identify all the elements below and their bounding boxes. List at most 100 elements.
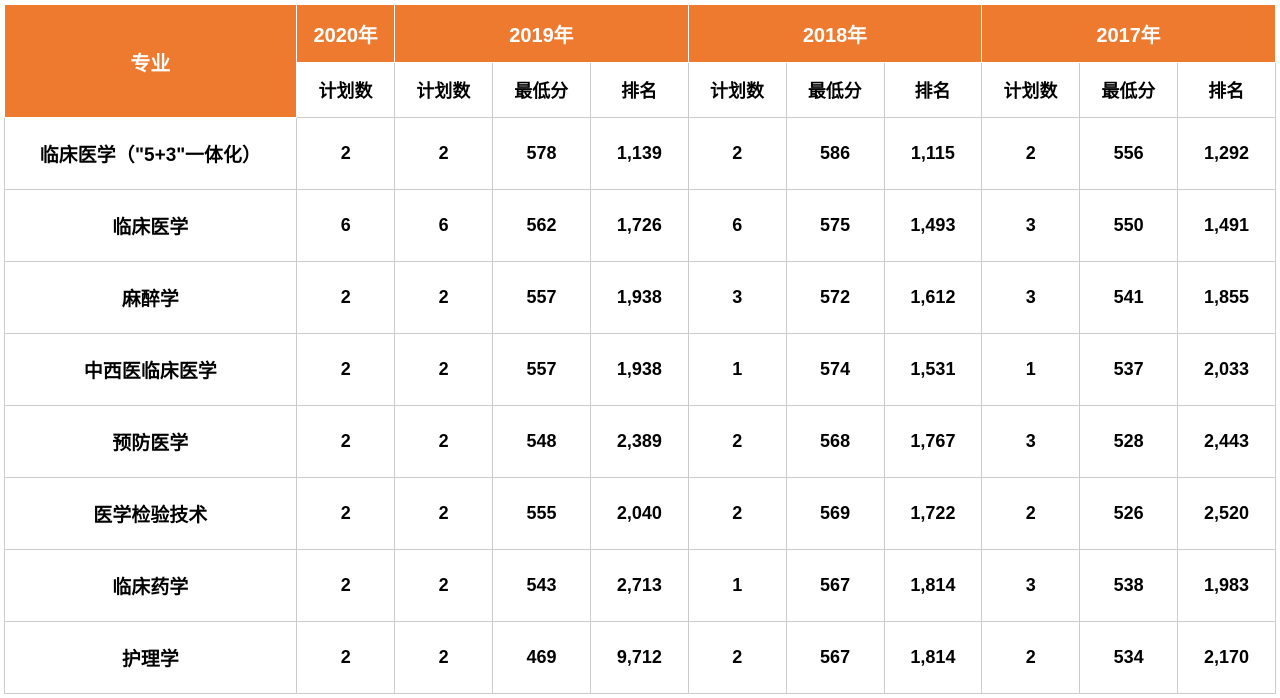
sub-2019-score: 最低分 bbox=[493, 63, 591, 118]
cell-value: 2,389 bbox=[590, 406, 688, 478]
cell-value: 1,292 bbox=[1178, 118, 1276, 190]
cell-value: 3 bbox=[982, 262, 1080, 334]
col-2018-header: 2018年 bbox=[688, 5, 982, 63]
cell-value: 469 bbox=[493, 622, 591, 694]
sub-2018-plan: 计划数 bbox=[688, 63, 786, 118]
cell-value: 575 bbox=[786, 190, 884, 262]
cell-value: 1,612 bbox=[884, 262, 982, 334]
cell-value: 1,938 bbox=[590, 334, 688, 406]
cell-value: 567 bbox=[786, 550, 884, 622]
cell-value: 6 bbox=[395, 190, 493, 262]
cell-value: 2 bbox=[982, 118, 1080, 190]
table-row: 临床医学665621,72665751,49335501,491 bbox=[5, 190, 1276, 262]
cell-value: 541 bbox=[1080, 262, 1178, 334]
cell-value: 548 bbox=[493, 406, 591, 478]
cell-value: 526 bbox=[1080, 478, 1178, 550]
cell-value: 2 bbox=[395, 622, 493, 694]
table-row: 临床药学225432,71315671,81435381,983 bbox=[5, 550, 1276, 622]
cell-value: 9,712 bbox=[590, 622, 688, 694]
cell-value: 537 bbox=[1080, 334, 1178, 406]
cell-value: 1,531 bbox=[884, 334, 982, 406]
cell-value: 528 bbox=[1080, 406, 1178, 478]
cell-value: 3 bbox=[982, 550, 1080, 622]
cell-value: 534 bbox=[1080, 622, 1178, 694]
cell-value: 3 bbox=[982, 190, 1080, 262]
cell-value: 1,938 bbox=[590, 262, 688, 334]
table-row: 预防医学225482,38925681,76735282,443 bbox=[5, 406, 1276, 478]
cell-value: 568 bbox=[786, 406, 884, 478]
cell-value: 6 bbox=[688, 190, 786, 262]
cell-major: 临床医学 bbox=[5, 190, 297, 262]
cell-value: 2 bbox=[297, 550, 395, 622]
sub-2017-score: 最低分 bbox=[1080, 63, 1178, 118]
cell-value: 543 bbox=[493, 550, 591, 622]
cell-major: 中西医临床医学 bbox=[5, 334, 297, 406]
table-row: 护理学224699,71225671,81425342,170 bbox=[5, 622, 1276, 694]
cell-value: 1 bbox=[688, 334, 786, 406]
table-row: 中西医临床医学225571,93815741,53115372,033 bbox=[5, 334, 1276, 406]
cell-major: 临床药学 bbox=[5, 550, 297, 622]
sub-2018-rank: 排名 bbox=[884, 63, 982, 118]
cell-value: 1,493 bbox=[884, 190, 982, 262]
table-row: 医学检验技术225552,04025691,72225262,520 bbox=[5, 478, 1276, 550]
cell-value: 1,855 bbox=[1178, 262, 1276, 334]
cell-value: 2 bbox=[297, 406, 395, 478]
col-major-header: 专业 bbox=[5, 5, 297, 118]
cell-value: 2,040 bbox=[590, 478, 688, 550]
sub-2020-plan: 计划数 bbox=[297, 63, 395, 118]
cell-major: 临床医学（"5+3"一体化） bbox=[5, 118, 297, 190]
cell-value: 1,767 bbox=[884, 406, 982, 478]
cell-value: 1,983 bbox=[1178, 550, 1276, 622]
sub-2017-plan: 计划数 bbox=[982, 63, 1080, 118]
cell-value: 3 bbox=[982, 406, 1080, 478]
cell-major: 医学检验技术 bbox=[5, 478, 297, 550]
sub-2019-rank: 排名 bbox=[590, 63, 688, 118]
cell-major: 护理学 bbox=[5, 622, 297, 694]
cell-value: 1 bbox=[688, 550, 786, 622]
cell-value: 2 bbox=[297, 622, 395, 694]
table-body: 临床医学（"5+3"一体化）225781,13925861,11525561,2… bbox=[5, 118, 1276, 694]
cell-value: 562 bbox=[493, 190, 591, 262]
cell-value: 557 bbox=[493, 262, 591, 334]
sub-2018-score: 最低分 bbox=[786, 63, 884, 118]
cell-value: 1 bbox=[982, 334, 1080, 406]
cell-value: 538 bbox=[1080, 550, 1178, 622]
cell-value: 2 bbox=[982, 478, 1080, 550]
cell-value: 567 bbox=[786, 622, 884, 694]
cell-value: 2 bbox=[688, 478, 786, 550]
cell-value: 2 bbox=[297, 118, 395, 190]
cell-value: 2 bbox=[395, 118, 493, 190]
cell-value: 6 bbox=[297, 190, 395, 262]
cell-value: 2,443 bbox=[1178, 406, 1276, 478]
table-row: 临床医学（"5+3"一体化）225781,13925861,11525561,2… bbox=[5, 118, 1276, 190]
cell-value: 569 bbox=[786, 478, 884, 550]
cell-value: 2 bbox=[688, 118, 786, 190]
cell-value: 572 bbox=[786, 262, 884, 334]
cell-value: 2 bbox=[297, 334, 395, 406]
admission-scores-table: 专业 2020年 2019年 2018年 2017年 计划数 计划数 最低分 排… bbox=[4, 4, 1276, 694]
cell-value: 2 bbox=[982, 622, 1080, 694]
cell-major: 麻醉学 bbox=[5, 262, 297, 334]
cell-value: 1,115 bbox=[884, 118, 982, 190]
cell-value: 556 bbox=[1080, 118, 1178, 190]
cell-value: 2 bbox=[688, 406, 786, 478]
cell-value: 1,722 bbox=[884, 478, 982, 550]
cell-value: 578 bbox=[493, 118, 591, 190]
table-row: 麻醉学225571,93835721,61235411,855 bbox=[5, 262, 1276, 334]
sub-2017-rank: 排名 bbox=[1178, 63, 1276, 118]
cell-value: 2 bbox=[688, 622, 786, 694]
cell-value: 550 bbox=[1080, 190, 1178, 262]
cell-value: 1,814 bbox=[884, 622, 982, 694]
cell-value: 574 bbox=[786, 334, 884, 406]
cell-value: 2 bbox=[395, 334, 493, 406]
cell-value: 2,520 bbox=[1178, 478, 1276, 550]
cell-value: 2 bbox=[395, 262, 493, 334]
cell-value: 2 bbox=[395, 406, 493, 478]
cell-value: 2,170 bbox=[1178, 622, 1276, 694]
cell-value: 555 bbox=[493, 478, 591, 550]
col-2017-header: 2017年 bbox=[982, 5, 1276, 63]
cell-value: 557 bbox=[493, 334, 591, 406]
cell-major: 预防医学 bbox=[5, 406, 297, 478]
sub-2019-plan: 计划数 bbox=[395, 63, 493, 118]
cell-value: 2,033 bbox=[1178, 334, 1276, 406]
